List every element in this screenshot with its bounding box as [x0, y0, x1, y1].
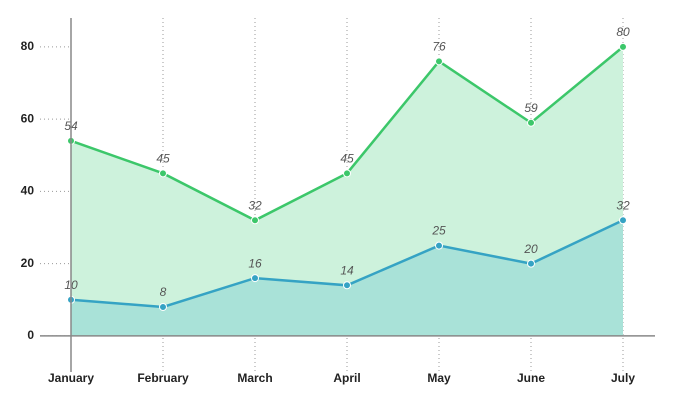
y-tick-label: 20: [21, 256, 35, 270]
point: [159, 169, 167, 178]
x-tick-label: June: [517, 371, 545, 385]
y-tick-label: 60: [21, 111, 35, 125]
point: [527, 259, 535, 268]
point: [435, 57, 443, 66]
value-label: 80: [616, 25, 630, 39]
y-tick-label: 40: [21, 184, 35, 198]
point: [527, 118, 535, 127]
point: [159, 302, 167, 311]
value-label: 25: [431, 224, 446, 238]
y-tick-label: 0: [27, 328, 34, 342]
value-label: 16: [248, 256, 262, 270]
value-label: 76: [432, 40, 446, 54]
area: [71, 220, 623, 336]
value-label: 8: [160, 285, 167, 299]
point: [251, 274, 259, 283]
value-label: 32: [616, 198, 630, 212]
point: [619, 42, 627, 51]
value-label: 32: [248, 198, 262, 212]
point: [619, 216, 627, 225]
x-tick-label: July: [611, 371, 635, 385]
point: [435, 241, 443, 250]
value-label: 20: [523, 242, 538, 256]
point: [251, 216, 259, 225]
value-label: 14: [340, 263, 354, 277]
point: [343, 169, 351, 178]
x-tick-label: March: [237, 371, 272, 385]
point: [343, 281, 351, 290]
x-tick-label: April: [333, 371, 360, 385]
value-label: 45: [156, 151, 170, 165]
value-label: 45: [340, 151, 354, 165]
x-tick-label: February: [137, 371, 189, 385]
y-tick-label: 80: [21, 39, 35, 53]
value-label: 59: [524, 101, 538, 115]
x-tick-label: January: [48, 371, 94, 385]
x-tick-label: May: [427, 371, 451, 385]
